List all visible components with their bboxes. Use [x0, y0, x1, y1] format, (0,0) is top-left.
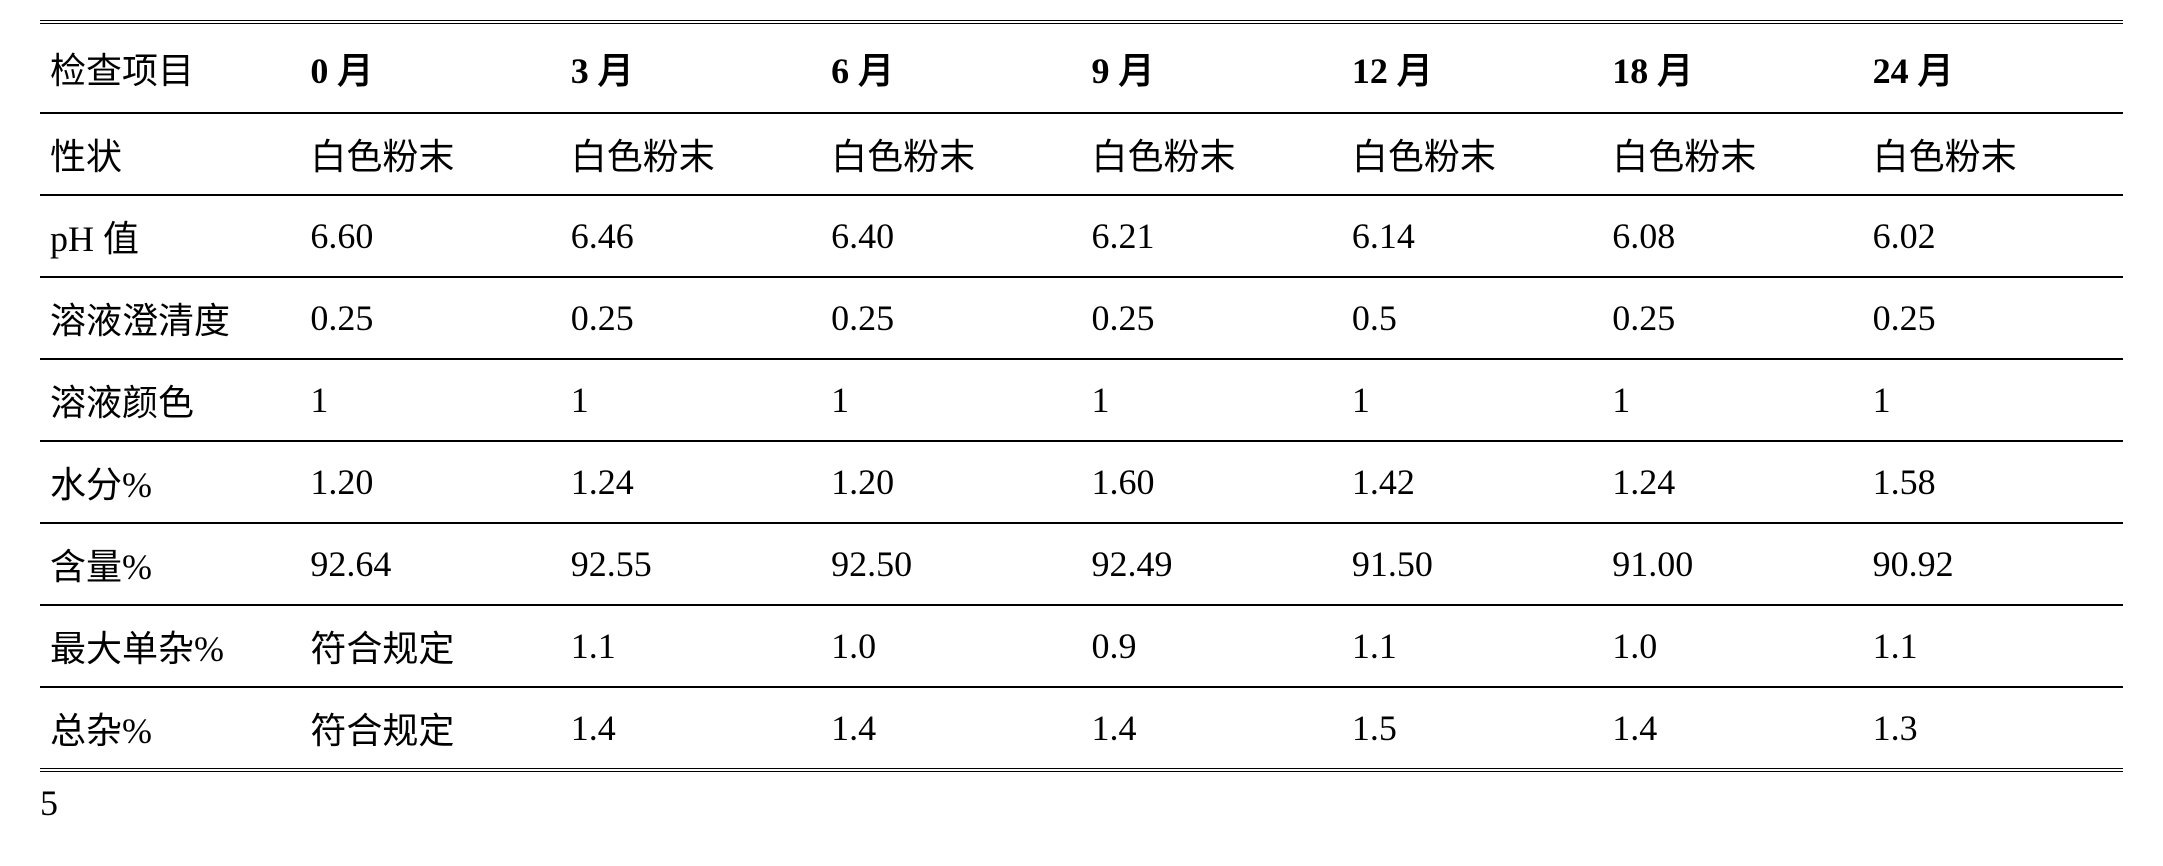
col-header-12m: 12 月 [1342, 22, 1602, 113]
col-header-6m: 6 月 [821, 22, 1081, 113]
cell: 1.1 [1342, 605, 1602, 687]
col-header-9m: 9 月 [1082, 22, 1342, 113]
cell: 6.40 [821, 195, 1081, 277]
cell: 1.4 [821, 687, 1081, 770]
table-row: 水分% 1.20 1.24 1.20 1.60 1.42 1.24 1.58 [40, 441, 2123, 523]
page-container: 检查项目 0 月 3 月 6 月 9 月 12 月 18 月 24 月 性状 白… [0, 0, 2163, 866]
cell: 符合规定 [300, 687, 560, 770]
cell: 1.24 [561, 441, 821, 523]
table-row: 溶液颜色 1 1 1 1 1 1 1 [40, 359, 2123, 441]
table-row: 溶液澄清度 0.25 0.25 0.25 0.25 0.5 0.25 0.25 [40, 277, 2123, 359]
table-row: 性状 白色粉末 白色粉末 白色粉末 白色粉末 白色粉末 白色粉末 白色粉末 [40, 113, 2123, 195]
cell: 0.25 [300, 277, 560, 359]
cell: 6.02 [1863, 195, 2123, 277]
cell: 1 [821, 359, 1081, 441]
cell: 1.0 [1602, 605, 1862, 687]
cell: 1.4 [1082, 687, 1342, 770]
cell: 1.5 [1342, 687, 1602, 770]
table-header: 检查项目 0 月 3 月 6 月 9 月 12 月 18 月 24 月 [40, 22, 2123, 113]
table-row: 含量% 92.64 92.55 92.50 92.49 91.50 91.00 … [40, 523, 2123, 605]
col-header-3m: 3 月 [561, 22, 821, 113]
row-label: pH 值 [40, 195, 300, 277]
cell: 1.42 [1342, 441, 1602, 523]
row-label: 最大单杂% [40, 605, 300, 687]
row-label: 溶液颜色 [40, 359, 300, 441]
row-label: 含量% [40, 523, 300, 605]
cell: 符合规定 [300, 605, 560, 687]
cell: 1 [1342, 359, 1602, 441]
cell: 白色粉末 [561, 113, 821, 195]
cell: 1.20 [300, 441, 560, 523]
cell: 1.4 [1602, 687, 1862, 770]
table-header-row: 检查项目 0 月 3 月 6 月 9 月 12 月 18 月 24 月 [40, 22, 2123, 113]
row-label: 总杂% [40, 687, 300, 770]
table-row: pH 值 6.60 6.46 6.40 6.21 6.14 6.08 6.02 [40, 195, 2123, 277]
cell: 6.08 [1602, 195, 1862, 277]
cell: 1.58 [1863, 441, 2123, 523]
cell: 1 [1602, 359, 1862, 441]
cell: 1.1 [1863, 605, 2123, 687]
row-label: 性状 [40, 113, 300, 195]
cell: 白色粉末 [1602, 113, 1862, 195]
cell: 92.49 [1082, 523, 1342, 605]
cell: 1.20 [821, 441, 1081, 523]
cell: 0.25 [1082, 277, 1342, 359]
col-header-0m: 0 月 [300, 22, 560, 113]
cell: 0.25 [1602, 277, 1862, 359]
stability-data-table: 检查项目 0 月 3 月 6 月 9 月 12 月 18 月 24 月 性状 白… [40, 20, 2123, 772]
cell: 6.14 [1342, 195, 1602, 277]
cell: 白色粉末 [821, 113, 1081, 195]
cell: 0.25 [561, 277, 821, 359]
cell: 1.3 [1863, 687, 2123, 770]
col-header-item: 检查项目 [40, 22, 300, 113]
cell: 1.4 [561, 687, 821, 770]
cell: 1 [1863, 359, 2123, 441]
cell: 1.1 [561, 605, 821, 687]
cell: 白色粉末 [1342, 113, 1602, 195]
cell: 1.24 [1602, 441, 1862, 523]
cell: 6.46 [561, 195, 821, 277]
cell: 0.25 [821, 277, 1081, 359]
col-header-18m: 18 月 [1602, 22, 1862, 113]
cell: 0.9 [1082, 605, 1342, 687]
cell: 92.50 [821, 523, 1081, 605]
cell: 6.21 [1082, 195, 1342, 277]
cell: 0.5 [1342, 277, 1602, 359]
col-header-24m: 24 月 [1863, 22, 2123, 113]
cell: 90.92 [1863, 523, 2123, 605]
cell: 白色粉末 [1082, 113, 1342, 195]
footer-number: 5 [40, 782, 2123, 824]
cell: 1 [1082, 359, 1342, 441]
cell: 白色粉末 [1863, 113, 2123, 195]
cell: 92.55 [561, 523, 821, 605]
cell: 1.0 [821, 605, 1081, 687]
cell: 白色粉末 [300, 113, 560, 195]
table-body: 性状 白色粉末 白色粉末 白色粉末 白色粉末 白色粉末 白色粉末 白色粉末 pH… [40, 113, 2123, 770]
row-label: 水分% [40, 441, 300, 523]
cell: 1 [300, 359, 560, 441]
table-row: 最大单杂% 符合规定 1.1 1.0 0.9 1.1 1.0 1.1 [40, 605, 2123, 687]
cell: 1.60 [1082, 441, 1342, 523]
cell: 91.00 [1602, 523, 1862, 605]
cell: 1 [561, 359, 821, 441]
cell: 0.25 [1863, 277, 2123, 359]
cell: 92.64 [300, 523, 560, 605]
cell: 91.50 [1342, 523, 1602, 605]
row-label: 溶液澄清度 [40, 277, 300, 359]
table-row: 总杂% 符合规定 1.4 1.4 1.4 1.5 1.4 1.3 [40, 687, 2123, 770]
cell: 6.60 [300, 195, 560, 277]
